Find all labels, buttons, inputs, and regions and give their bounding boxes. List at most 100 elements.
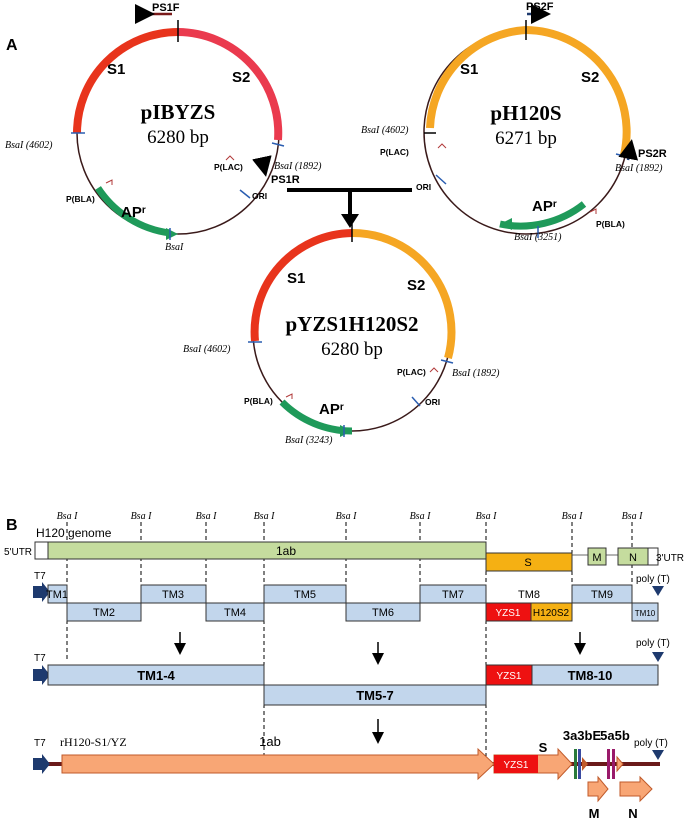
- tm2-box: [66, 602, 142, 622]
- tm7-box: [419, 584, 487, 604]
- gene-n-arrow: [619, 775, 653, 803]
- utr5-box: [34, 541, 49, 560]
- gene-n-label: N: [628, 806, 637, 821]
- yzs1-segment: [485, 664, 533, 686]
- tm1-box: [47, 584, 68, 604]
- gene-m-arrow: [587, 775, 609, 803]
- gene-5a5b-label: 5a5b: [600, 728, 630, 743]
- gene-m: [587, 547, 607, 566]
- bsai-site-label: Bsa I: [336, 511, 358, 522]
- plasmid-name: pH120S: [490, 101, 561, 125]
- ampr-arrow-icon: [340, 425, 352, 437]
- panel-label-b: B: [6, 517, 18, 534]
- t7-promoter-icon: [33, 665, 50, 685]
- down-arrow-icon: [341, 214, 359, 228]
- h120s2-label: H120S2: [533, 608, 570, 619]
- tm1-4-label: TM1-4: [137, 668, 175, 683]
- gene-1ab-label: 1ab: [259, 734, 281, 749]
- plasmid-size: 6280 bp: [147, 127, 209, 148]
- primer-f-label: PS1F: [152, 2, 180, 14]
- s1-label: S1: [460, 61, 478, 78]
- t7-label: T7: [34, 571, 46, 582]
- yzs1-segment: [494, 755, 538, 773]
- gene-5b-arrow: [616, 755, 624, 773]
- utr3-label: 3'UTR: [656, 553, 684, 564]
- tm9-label: TM9: [591, 589, 613, 601]
- pbla-label: P(BLA): [244, 396, 273, 406]
- tm6-label: TM6: [372, 607, 394, 619]
- yzs1-label: YZS1: [503, 760, 528, 771]
- ampr-label: APr: [532, 198, 557, 215]
- pbla-label: P(BLA): [66, 194, 95, 204]
- bsai-site-label: BsaI (3251): [514, 232, 562, 243]
- primer-f-label: PS2F: [526, 1, 554, 13]
- s1-segment: [250, 229, 353, 342]
- plasmid-name: pIBYZS: [141, 100, 216, 124]
- bsai-site-label: BsaI (1892): [274, 161, 322, 172]
- t7-promoter-icon: [33, 582, 50, 602]
- plasmid-ph120s: PS2F PS2R S1 S2 pH120S 6271 bp BsaI (460…: [361, 1, 667, 243]
- bsai-site-marker: [440, 359, 454, 364]
- polyt-label: poly (T): [636, 638, 670, 649]
- primer-r-arrow-icon: [618, 139, 639, 161]
- t7-promoter-icon: [33, 754, 50, 774]
- plasmid-size: 6271 bp: [495, 128, 557, 149]
- bsai-site-label: Bsa I: [562, 511, 584, 522]
- s2-segment: [177, 28, 283, 141]
- tm8-label: TM8: [518, 589, 540, 601]
- plasmid-name: pYZS1H120S2: [285, 312, 418, 336]
- s1-label: S1: [287, 270, 305, 287]
- promoter-icon: [285, 393, 293, 399]
- bsai-site-label: Bsa I: [476, 511, 498, 522]
- primer-r-arrow-icon: [252, 155, 272, 177]
- promoter-icon: [225, 155, 235, 161]
- ampr-label: APr: [319, 401, 344, 418]
- tm-labels: TM1 TM2 TM3 TM4 TM5 TM6 TM7 TM8 TM9 TM10: [46, 589, 656, 619]
- utr5-label: 5'UTR: [4, 547, 32, 558]
- bsai-site-label: BsaI (4602): [183, 344, 231, 355]
- panel-label-a: A: [6, 37, 18, 54]
- ampr-gene: [95, 186, 171, 237]
- gene-e-arrow: [582, 757, 588, 771]
- bsai-site-label: Bsa I: [622, 511, 644, 522]
- utr3-box: [647, 547, 659, 566]
- promoter-icon: [589, 208, 597, 214]
- gene-3a3be-label: 3a3bE: [563, 728, 602, 743]
- bsai-site-label: BsaI: [165, 242, 184, 253]
- tm10-label: TM10: [635, 609, 656, 618]
- primer-r-label: PS1R: [271, 174, 300, 186]
- gene-s-label: S: [524, 557, 531, 569]
- bsai-site-label: BsaI (3243): [285, 435, 333, 446]
- tm1-label: TM1: [46, 589, 68, 601]
- s2-label: S2: [407, 277, 425, 294]
- genome-title: H120 genome: [36, 526, 112, 540]
- pbla-label: P(BLA): [596, 219, 625, 229]
- tm10-box: [631, 602, 659, 622]
- gene-3a-bar: [574, 749, 577, 779]
- s1-segment: [73, 28, 179, 134]
- s2-label: S2: [581, 69, 599, 86]
- tm-fragments: [47, 584, 659, 622]
- bsai-site-label: Bsa I: [410, 511, 432, 522]
- promoter-icon: [429, 367, 439, 373]
- gene-s-label: S: [539, 740, 548, 755]
- gene-1ab-arrow: [61, 747, 495, 781]
- ampr-label: APr: [121, 204, 146, 221]
- gene-s: [485, 552, 573, 572]
- construct-name: rH120-S1/YZ: [60, 735, 127, 749]
- plasmid-size: 6280 bp: [321, 339, 383, 360]
- gene-5b-bar: [612, 749, 615, 779]
- promoter-icon: [437, 143, 447, 149]
- ori-label: ORI: [416, 182, 431, 192]
- tm1-4-box: [47, 664, 265, 686]
- gene-m-label: M: [592, 552, 601, 564]
- tm3-label: TM3: [162, 589, 184, 601]
- ori-label: ORI: [252, 191, 267, 201]
- polyt-icon: [652, 750, 664, 760]
- tm9-box: [571, 584, 633, 604]
- yzs1-label: YZS1: [495, 608, 520, 619]
- bsai-site-label: BsaI (1892): [615, 163, 663, 174]
- ori-marker: [239, 189, 251, 199]
- bsai-site-label: BsaI (1892): [452, 368, 500, 379]
- bsai-site-label: BsaI (4602): [5, 140, 53, 151]
